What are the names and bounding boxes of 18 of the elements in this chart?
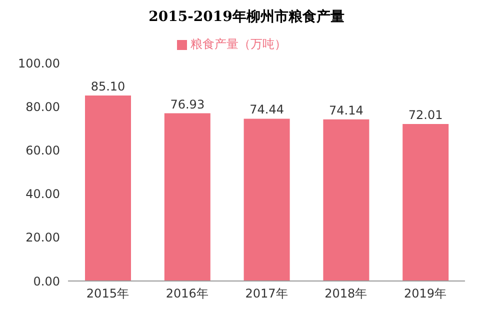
x-tick-label: 2018年 [324, 286, 368, 301]
legend-label: 粮食产量（万吨） [190, 37, 286, 51]
text: 72.01 [408, 108, 443, 122]
y-tick-label: 0.00 [33, 274, 60, 288]
x-tick-label: 2017年 [245, 286, 288, 301]
y-tick-label: 100.00 [18, 56, 60, 70]
x-tick-label: 2019年 [404, 286, 447, 301]
y-tick-label: 60.00 [26, 143, 60, 158]
x-tick-label: 2016年 [166, 286, 208, 301]
y-tick-label: 20.00 [26, 230, 60, 245]
x-tick-label: 2015年 [86, 286, 129, 301]
text: 85.10 [90, 79, 126, 94]
text: 76.93 [170, 97, 205, 112]
chart-title: 2015-2019年柳州市粮食产量 [148, 8, 346, 26]
text: 74.14 [329, 103, 364, 118]
y-tick-label: 40.00 [26, 187, 60, 202]
text: 74.44 [250, 102, 284, 117]
y-tick-label: 80.00 [26, 100, 60, 114]
